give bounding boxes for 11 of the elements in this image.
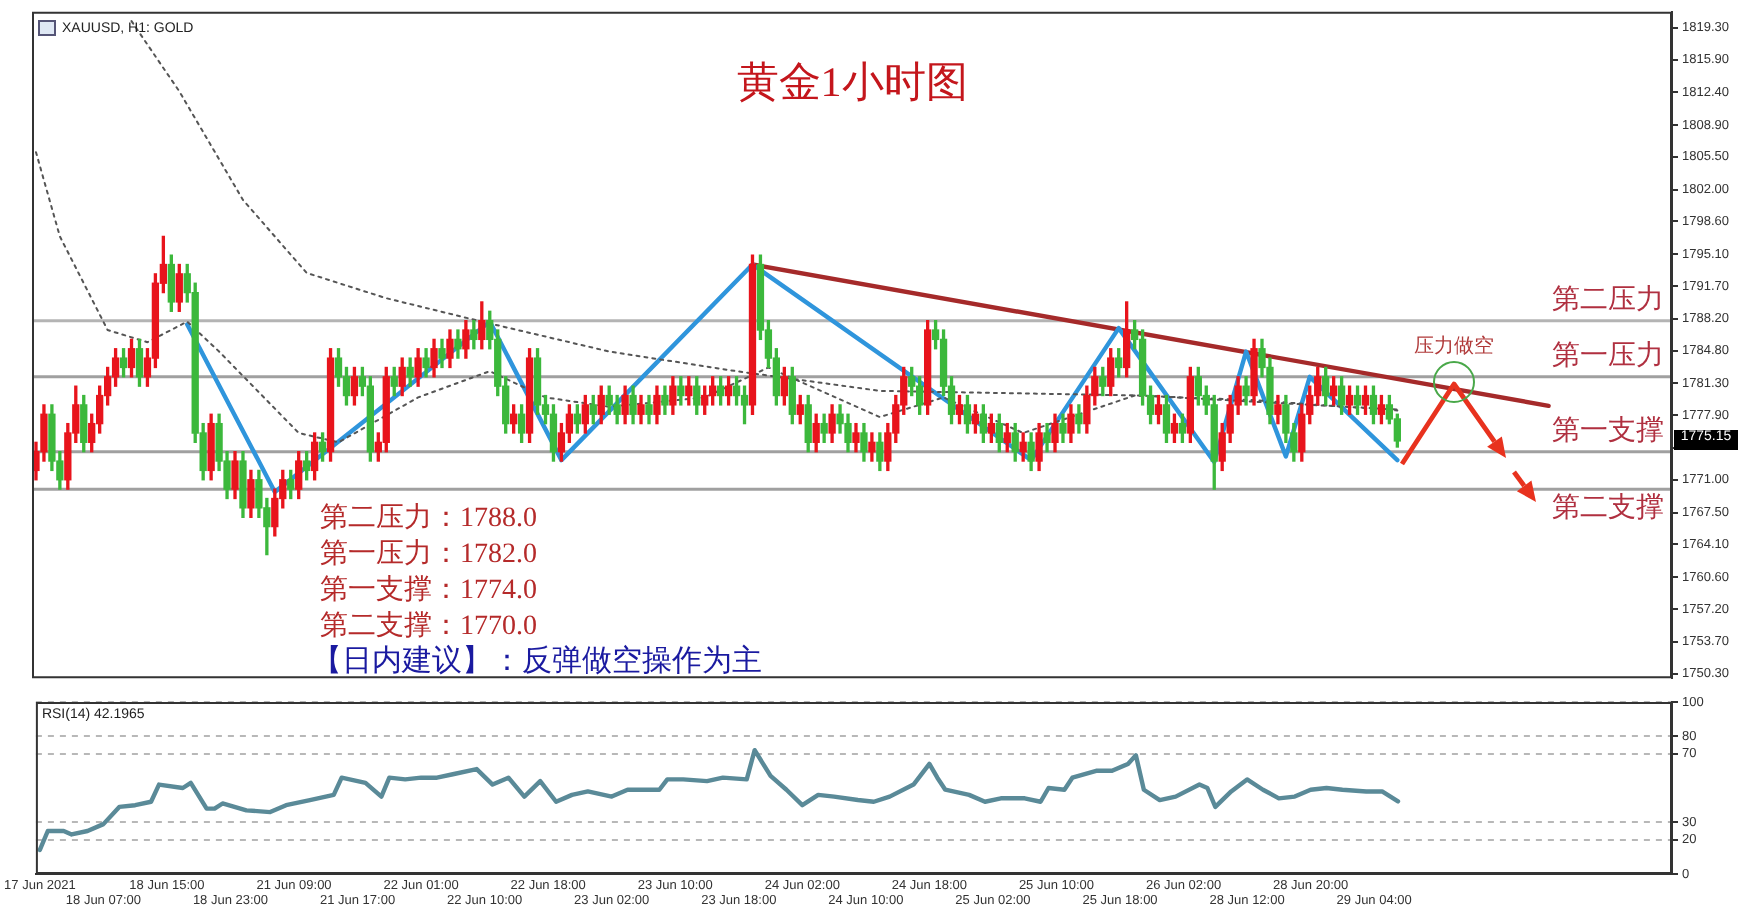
- text: 黄金1小时图: [734, 56, 970, 110]
- ref-line-label: 第一压力: [1552, 340, 1664, 373]
- annotation: 第二支撑：1770.0: [320, 609, 537, 644]
- ref-line-label: 第二压力: [1552, 284, 1664, 317]
- ref-line-label: 第一支撑: [1552, 415, 1664, 448]
- annotation: 第一压力：1782.0: [320, 537, 537, 572]
- annotation: 【日内建议】：反弹做空操作为主: [312, 642, 762, 680]
- annotation: 压力做空: [1414, 333, 1494, 360]
- annotation: 第二压力：1788.0: [320, 501, 537, 536]
- annotation: 第一支撑：1774.0: [320, 573, 537, 608]
- ref-line-label: 第二支撑: [1552, 492, 1664, 525]
